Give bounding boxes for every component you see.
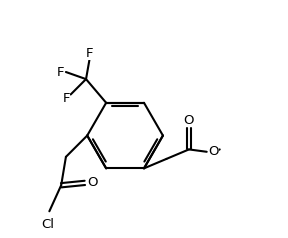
Text: O: O — [87, 176, 98, 189]
Text: O: O — [184, 114, 194, 127]
Text: O: O — [208, 145, 219, 158]
Text: F: F — [56, 65, 64, 79]
Text: Cl: Cl — [42, 218, 55, 231]
Text: F: F — [86, 47, 93, 60]
Text: F: F — [63, 92, 70, 105]
